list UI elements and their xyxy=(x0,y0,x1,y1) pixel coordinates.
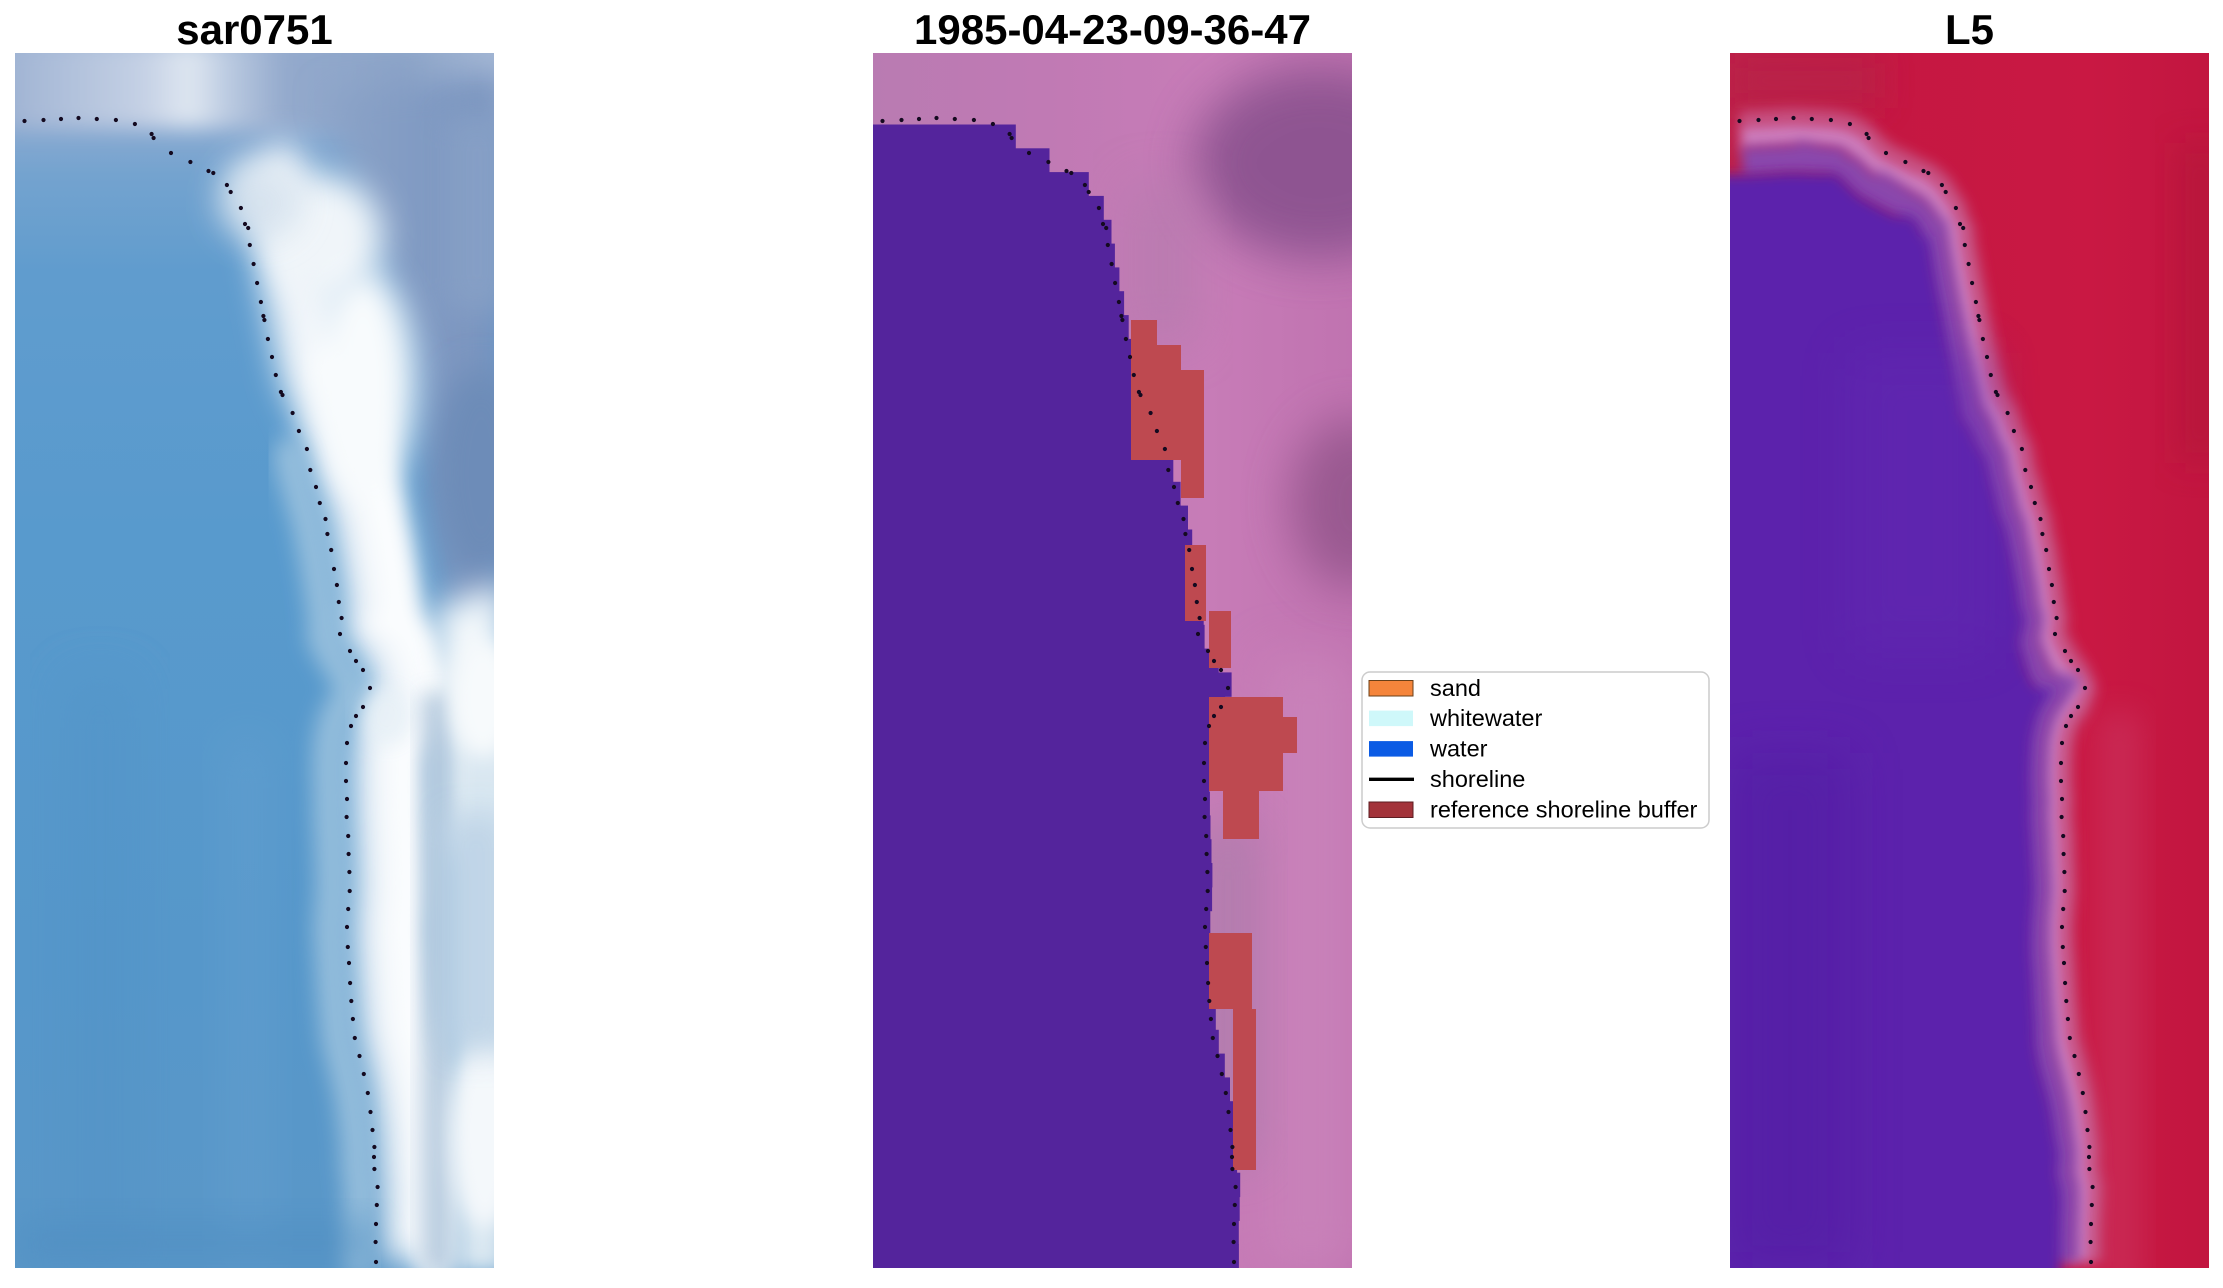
svg-text:sar0751: sar0751 xyxy=(176,6,333,53)
svg-text:whitewater: whitewater xyxy=(1429,705,1542,731)
svg-text:L5: L5 xyxy=(1945,6,1994,53)
svg-text:1985-04-23-09-36-47: 1985-04-23-09-36-47 xyxy=(914,6,1311,53)
svg-text:reference shoreline buffer: reference shoreline buffer xyxy=(1430,796,1698,822)
svg-text:water: water xyxy=(1429,736,1488,762)
svg-text:sand: sand xyxy=(1430,675,1481,701)
svg-text:shoreline: shoreline xyxy=(1430,766,1525,792)
